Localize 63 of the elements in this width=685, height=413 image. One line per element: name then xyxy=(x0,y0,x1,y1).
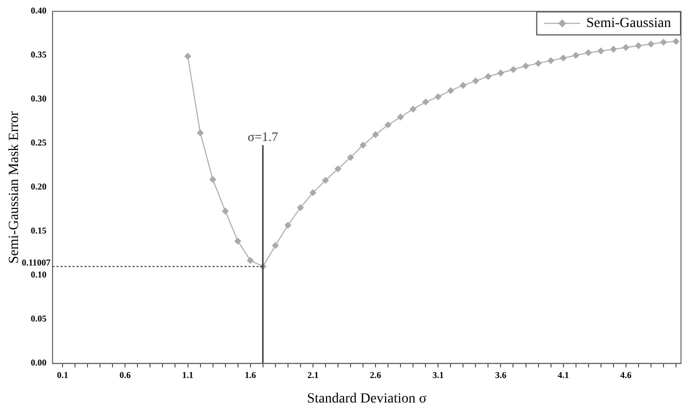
point xyxy=(184,52,192,60)
x-tick-label: 4.6 xyxy=(620,370,632,380)
point xyxy=(547,57,554,64)
y-tick-label: 0.30 xyxy=(30,94,48,104)
point xyxy=(560,54,567,62)
x-tick-label: 0.1 xyxy=(56,370,69,380)
point xyxy=(447,87,454,94)
point xyxy=(296,204,304,212)
y-tick-label: 0.40 xyxy=(30,6,48,16)
y-tick-label: 0.15 xyxy=(30,226,48,236)
y-tick-label: 0.05 xyxy=(30,314,48,324)
y-axis-title: Semi-Gaussian Mask Error xyxy=(7,110,22,264)
point xyxy=(522,62,530,70)
y-tick-label: 0.10 xyxy=(30,270,48,280)
point xyxy=(284,222,292,229)
y-tick-label: 0.25 xyxy=(30,138,48,148)
point xyxy=(647,40,654,48)
point xyxy=(584,49,592,56)
ref-line-label: σ=1.7 xyxy=(248,129,279,144)
point xyxy=(360,142,367,149)
y-tick-label: 0.00 xyxy=(30,358,48,368)
point xyxy=(384,121,392,128)
point xyxy=(347,154,354,161)
x-tick-label: 2.1 xyxy=(307,370,320,380)
x-tick-label: 4.1 xyxy=(558,370,570,380)
point xyxy=(209,176,216,183)
point xyxy=(322,176,329,184)
point xyxy=(672,38,680,45)
point xyxy=(510,66,517,73)
point xyxy=(334,165,342,172)
y-tick-label: 0.35 xyxy=(30,50,48,60)
point xyxy=(372,131,380,138)
point xyxy=(484,73,492,80)
x-tick-label: 3.1 xyxy=(432,370,444,380)
point xyxy=(309,189,316,196)
point xyxy=(660,38,667,46)
ref-line-label: 0.11007 xyxy=(22,257,52,268)
point xyxy=(634,42,642,50)
x-tick-label: 1.1 xyxy=(182,370,194,380)
point xyxy=(610,46,617,53)
point xyxy=(472,77,480,84)
x-tick-label: 2.6 xyxy=(370,370,382,380)
point xyxy=(397,114,404,120)
y-tick-label: 0.20 xyxy=(30,182,48,192)
point xyxy=(196,129,204,136)
point xyxy=(410,106,417,113)
point xyxy=(460,82,467,89)
point xyxy=(572,52,580,59)
point xyxy=(272,242,279,249)
point xyxy=(246,256,254,264)
x-axis-title: Standard Deviation σ xyxy=(307,391,427,406)
x-tick-label: 0.6 xyxy=(120,370,132,380)
point xyxy=(222,208,229,215)
point xyxy=(234,238,242,245)
point xyxy=(434,93,442,100)
point xyxy=(534,60,542,67)
legend-label: Semi-Gaussian xyxy=(586,16,671,32)
point xyxy=(622,44,630,51)
point xyxy=(422,98,430,106)
x-tick-label: 1.6 xyxy=(244,370,256,380)
point xyxy=(597,48,604,54)
x-tick-label: 3.6 xyxy=(495,370,507,380)
point xyxy=(497,70,504,76)
